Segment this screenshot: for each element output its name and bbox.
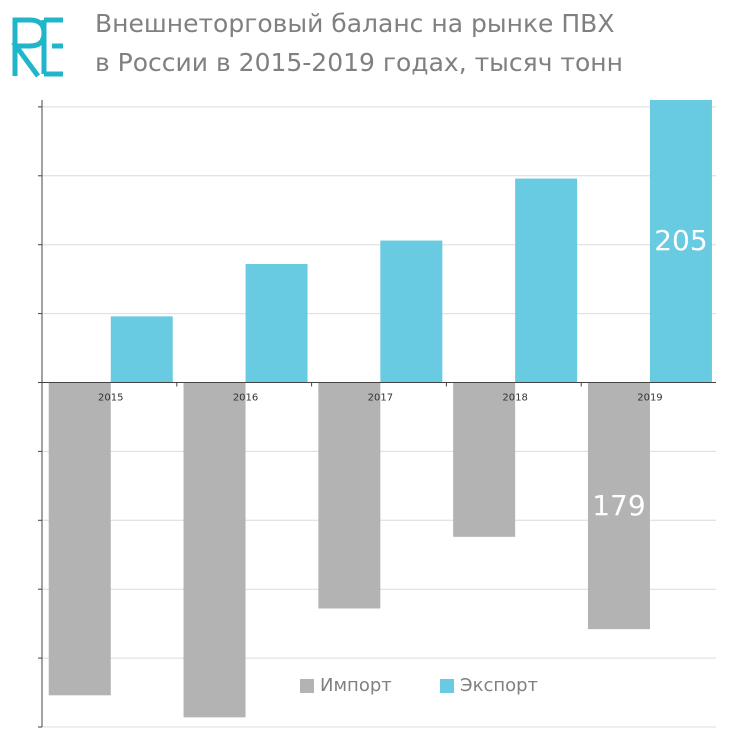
legend-label: Импорт	[320, 675, 392, 696]
value-label: 179	[592, 489, 645, 522]
bar	[110, 316, 173, 383]
bar	[453, 382, 516, 537]
x-tick-label: 2016	[233, 392, 258, 403]
x-tick-label: 2015	[98, 392, 123, 403]
chart-title: Внешнеторговый баланс на рынке ПВХ	[95, 9, 614, 38]
bar	[380, 240, 443, 383]
bar	[245, 263, 308, 383]
bar	[649, 100, 712, 383]
x-tick-label: 2017	[368, 392, 393, 403]
x-tick-label: 2018	[502, 392, 527, 403]
x-tick-label: 2019	[637, 392, 662, 403]
bar	[515, 178, 578, 383]
bar	[587, 382, 650, 630]
bar	[318, 382, 381, 609]
logo	[11, 17, 63, 78]
legend-swatch	[300, 679, 314, 693]
chart-subtitle: в России в 2015-2019 годах, тысяч тонн	[95, 48, 623, 77]
bar	[183, 382, 246, 718]
legend-swatch	[440, 679, 454, 693]
value-label: 205	[654, 224, 707, 257]
bar	[48, 382, 111, 696]
legend-label: Экспорт	[460, 675, 538, 696]
